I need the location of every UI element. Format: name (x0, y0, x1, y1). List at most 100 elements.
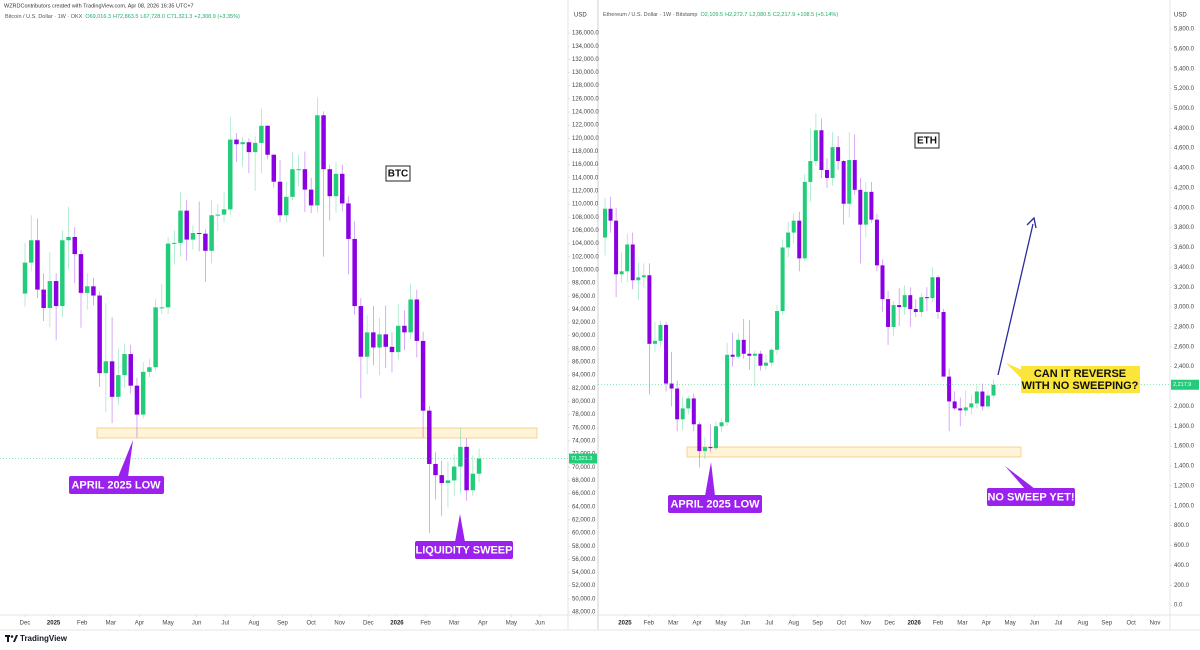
y-tick-label: 58,000.0 (572, 544, 596, 550)
legend-value: C2,217.9 (773, 12, 795, 18)
candle-body (308, 189, 314, 206)
y-tick-label: 92,000.0 (572, 320, 596, 326)
candle-body (252, 142, 258, 153)
candle-body (747, 353, 752, 356)
candle-body (952, 401, 957, 409)
candle-body (819, 130, 824, 170)
candle-body (636, 277, 641, 281)
candle-body (451, 466, 457, 481)
candle-body (941, 312, 946, 377)
x-tick-label: Oct (306, 621, 316, 627)
y-tick-label: 5,000.0 (1174, 106, 1195, 112)
arrow-head (1026, 216, 1037, 229)
x-tick-label: Mar (106, 621, 116, 627)
legend-value: O2,109.5 (700, 12, 723, 18)
candle-body (427, 410, 432, 464)
legend-title: Bitcoin / U.S. Dollar · 1W · OKX (5, 14, 83, 20)
candle-body (339, 173, 345, 204)
x-tick-label: May (506, 621, 517, 627)
candle-body (333, 173, 339, 197)
last-price-box (1171, 379, 1199, 390)
candle-body (969, 403, 974, 408)
candle-body (847, 160, 852, 204)
candle-body (980, 391, 985, 407)
candle-body (702, 447, 707, 452)
candle-body (445, 480, 451, 484)
x-tick-label: May (1004, 621, 1015, 627)
y-tick-label: 94,000.0 (572, 307, 596, 313)
arrow (997, 223, 1034, 376)
callout-text: LIQUIDITY SWEEP (416, 544, 513, 556)
y-tick-label: 82,000.0 (572, 386, 596, 392)
candle-body (209, 215, 214, 251)
candle-body (763, 362, 768, 366)
candle-body (464, 446, 469, 491)
legend-value: +2,308.9 (+3.35%) (194, 14, 240, 20)
candle-body (184, 210, 189, 240)
y-tick-label: 122,000.0 (572, 123, 599, 129)
callout-text: APRIL 2025 LOW (670, 498, 760, 510)
candle-body (719, 422, 724, 427)
candle-body (963, 407, 968, 411)
candle-body (730, 354, 735, 357)
y-tick-label: 136,000.0 (572, 31, 599, 37)
legend: Ethereum / U.S. Dollar · 1W · Bitstamp O2… (603, 12, 838, 18)
x-tick-label: 2026 (907, 621, 921, 627)
x-tick-label: Apr (692, 621, 701, 627)
x-tick-label: Jul (221, 621, 229, 627)
y-tick-label: 110,000.0 (572, 202, 599, 208)
candle-body (190, 233, 196, 240)
question-box (1021, 366, 1140, 393)
candle-body (652, 340, 657, 344)
candle-body (53, 281, 59, 307)
candle-body (874, 219, 879, 266)
x-tick-label: May (715, 621, 726, 627)
candle-body (619, 271, 624, 275)
y-tick-label: 1,000.0 (1174, 503, 1195, 509)
candle-body (902, 295, 907, 308)
zone (686, 446, 1022, 458)
candle-body (930, 277, 935, 299)
candle-body (813, 130, 818, 162)
logo-part (10, 635, 14, 638)
x-tick-label: Nov (334, 621, 345, 627)
y-tick-label: 78,000.0 (572, 412, 596, 418)
candle-body (196, 233, 202, 235)
x-tick-label: Feb (420, 621, 431, 627)
candle-body (60, 240, 65, 307)
x-tick-label: Dec (363, 621, 374, 627)
candle-body (863, 191, 868, 225)
y-tick-label: 60,000.0 (572, 531, 596, 537)
callout-text: NO SWEEP YET! (987, 491, 1074, 503)
candle-body (215, 214, 221, 216)
x-tick-label: Oct (837, 621, 847, 627)
callout-pointer (705, 462, 715, 496)
y-tick-label: 88,000.0 (572, 346, 596, 352)
candle-body (302, 169, 308, 190)
x-tick-label: Sep (277, 621, 288, 627)
axis-unit: USD (1174, 13, 1187, 19)
y-tick-label: 106,000.0 (572, 228, 599, 234)
y-tick-label: 1,400.0 (1174, 464, 1195, 470)
brand: TradingView (20, 634, 68, 643)
y-tick-label: 2,400.0 (1174, 364, 1195, 370)
candle-body (736, 339, 741, 357)
candle-body (924, 297, 929, 299)
y-tick-label: 134,000.0 (572, 44, 599, 50)
y-tick-label: 2,600.0 (1174, 344, 1195, 350)
brand-logo (5, 635, 18, 642)
candle-body (327, 169, 333, 197)
candle-body (178, 210, 183, 243)
candle-body (664, 324, 669, 384)
y-tick-label: 116,000.0 (572, 162, 599, 168)
y-tick-label: 126,000.0 (572, 96, 599, 102)
candle-body (47, 281, 53, 309)
candle-body (758, 353, 763, 366)
candle-body (936, 277, 941, 313)
x-tick-label: Sep (1101, 621, 1112, 627)
y-tick-label: 112,000.0 (572, 188, 599, 194)
y-tick-label: 4,600.0 (1174, 146, 1195, 152)
candle-body (825, 169, 829, 178)
candle-body (116, 375, 121, 397)
